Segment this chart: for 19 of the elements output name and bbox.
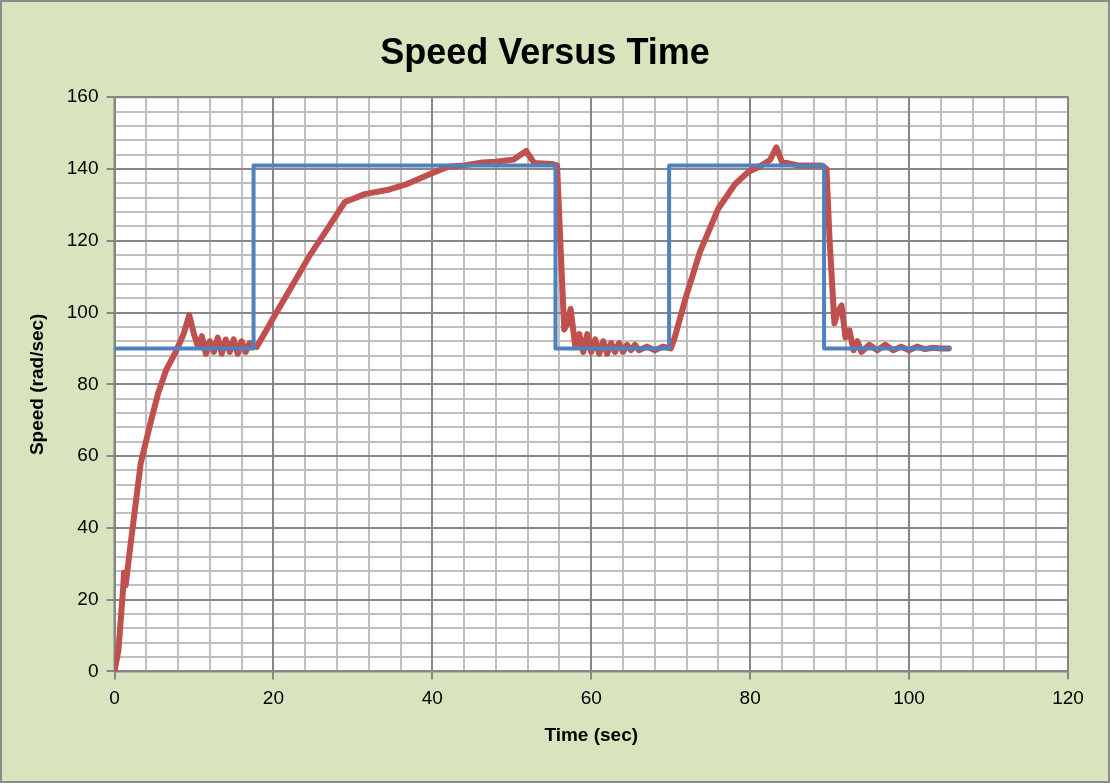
y-tick-label: 140 — [66, 157, 99, 179]
x-tick-label: 0 — [109, 687, 120, 709]
y-axis-title: Speed (rad/sec) — [25, 313, 47, 456]
x-tick-label: 60 — [580, 687, 602, 709]
y-tick-label: 40 — [77, 516, 99, 538]
x-tick-label: 120 — [1052, 687, 1084, 709]
x-tick-label: 40 — [421, 687, 443, 709]
x-tick-label: 20 — [262, 687, 284, 709]
x-tick-label: 100 — [893, 687, 925, 709]
y-tick-label: 160 — [66, 85, 99, 107]
y-tick-label: 100 — [66, 300, 99, 322]
y-tick-label: 60 — [77, 444, 99, 466]
y-tick-label: 120 — [66, 228, 99, 250]
y-tick-label: 80 — [77, 372, 99, 394]
x-axis-title: Time (sec) — [544, 723, 639, 745]
chart-title: Speed Versus Time — [380, 30, 710, 72]
y-tick-label: 0 — [87, 659, 99, 681]
y-tick-label: 20 — [77, 587, 99, 609]
x-tick-label: 80 — [739, 687, 761, 709]
